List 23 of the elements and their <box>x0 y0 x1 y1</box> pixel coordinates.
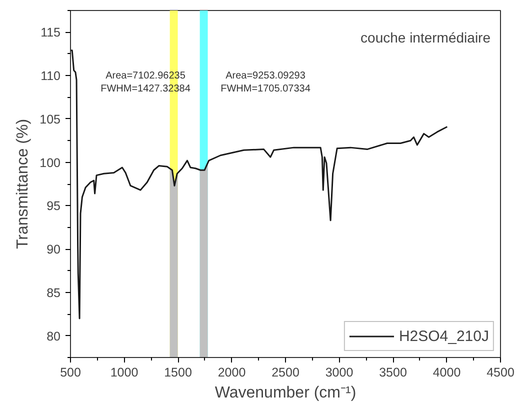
x-tick-label: 4000 <box>432 366 461 380</box>
x-axis-title: Wavenumber (cm⁻¹) <box>214 384 356 402</box>
y-tick-label: 115 <box>40 26 61 40</box>
x-tick-label: 3500 <box>379 366 407 380</box>
y-axis-title: Transmittance (%) <box>14 118 32 250</box>
x-tick-label: 4500 <box>486 366 514 380</box>
y-tick-label: 80 <box>46 329 61 344</box>
line-series <box>70 50 448 320</box>
y-tick-label: 105 <box>40 112 61 126</box>
y-tick-label: 95 <box>46 199 61 214</box>
x-tick-label: 1500 <box>164 366 192 380</box>
y-tick-label: 90 <box>46 242 61 257</box>
annotation: Area=9253.09293 FWHM=1705.07334 <box>220 70 311 95</box>
x-tick-label: 1000 <box>110 366 138 380</box>
x-tick-label: 2000 <box>218 366 246 380</box>
legend-label: H2SO4_210J <box>398 328 489 344</box>
x-tick-label: 2500 <box>272 366 300 380</box>
x-tick-label: 3000 <box>325 366 354 380</box>
x-tick-label: 500 <box>60 366 81 380</box>
y-tick-label: 85 <box>46 286 61 300</box>
y-tick-label: 100 <box>40 156 61 170</box>
text: couche intermédiaire <box>360 30 491 46</box>
y-tick-label: 110 <box>40 69 61 84</box>
